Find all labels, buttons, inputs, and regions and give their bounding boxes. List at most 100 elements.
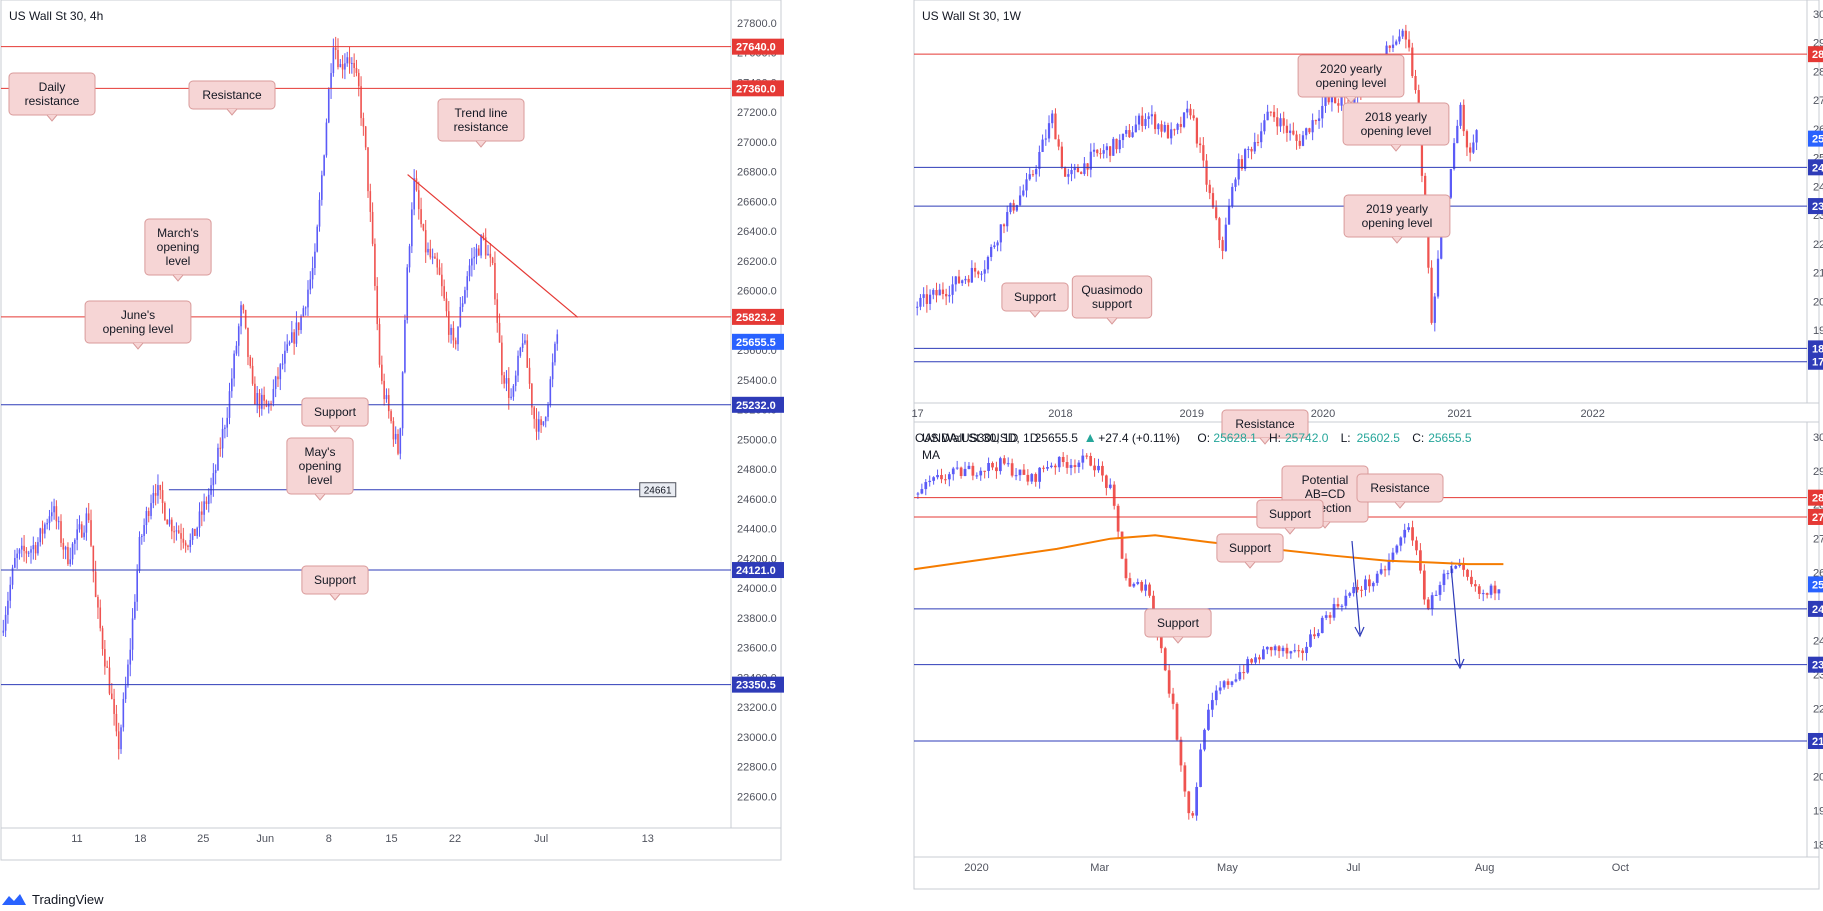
candle-body <box>143 525 145 536</box>
candle-body <box>475 248 478 257</box>
candle-body <box>1077 462 1081 468</box>
annotation-text: opening level <box>1362 216 1433 230</box>
candle-body <box>1466 569 1469 577</box>
annotation-text: resistance <box>25 94 80 108</box>
candle-body <box>1092 149 1096 152</box>
candle-body <box>489 253 492 258</box>
candle-body <box>461 303 464 307</box>
candle-body <box>362 118 365 127</box>
candle-body <box>1266 111 1269 121</box>
candle-body <box>1285 125 1289 133</box>
candle-body <box>438 267 441 275</box>
y-tick-label: 20000.0 <box>1813 296 1823 308</box>
candle-body <box>1330 96 1334 103</box>
candle-body <box>1116 505 1120 532</box>
level-tag-label: 23313.0 <box>1812 201 1823 213</box>
candle-body <box>411 209 413 247</box>
candle-body <box>1379 569 1383 574</box>
y-tick-label: 23800.0 <box>737 613 777 625</box>
candle-body <box>1128 578 1132 587</box>
candle-body <box>1163 124 1166 132</box>
candle-body <box>293 332 295 344</box>
candle-body <box>314 251 316 268</box>
candle-body <box>1260 131 1263 143</box>
candle-body <box>1038 151 1041 169</box>
candles <box>916 449 1501 821</box>
candle-body <box>316 226 319 252</box>
candle-body <box>25 551 28 554</box>
annotation-text: Support <box>1157 616 1200 630</box>
candle-body <box>168 519 171 525</box>
candle-body <box>272 388 275 404</box>
candle-body <box>399 428 402 454</box>
candle-body <box>434 256 436 259</box>
candle-body <box>1254 657 1257 663</box>
candle-body <box>482 235 485 238</box>
candle-body <box>1050 465 1053 468</box>
level-tag-label: 18364.8 <box>1812 343 1823 355</box>
candle-body <box>34 545 37 554</box>
candle-body <box>1136 581 1140 584</box>
candle-body <box>16 553 18 559</box>
annotation-pointer <box>1029 310 1041 318</box>
candle-body <box>1462 104 1465 132</box>
candle-body <box>4 614 7 631</box>
last-price-tag-label: 25658.0 <box>1812 134 1823 146</box>
candle-body <box>1006 463 1010 465</box>
annotation-label: Resistance <box>1221 409 1309 445</box>
candle-body <box>512 385 515 397</box>
candle-body <box>122 698 125 728</box>
candle-body <box>1442 573 1446 586</box>
candle-body <box>74 539 76 544</box>
annotation-pointer <box>1259 437 1271 445</box>
candle-body <box>1022 469 1026 475</box>
candle-body <box>1121 133 1125 141</box>
candle-body <box>265 400 268 407</box>
candle-body <box>41 528 44 534</box>
candle-body <box>318 199 321 227</box>
trend-line <box>407 174 579 318</box>
candle-body <box>445 298 448 312</box>
segment-tag-bg <box>639 482 677 498</box>
candle-body <box>274 376 277 389</box>
candle-body <box>364 126 367 148</box>
candle-body <box>369 191 372 212</box>
x-tick-label: 8 <box>326 833 332 845</box>
candle-body <box>1344 595 1348 606</box>
candle-body <box>332 47 335 74</box>
x-tick-label: 25 <box>197 833 209 845</box>
annotation-text: Trend line <box>455 106 508 120</box>
candle-body <box>987 462 990 471</box>
annotation-pointer <box>475 140 487 148</box>
level-price-tag: 27640.0 <box>732 38 784 55</box>
candle-body <box>198 511 201 528</box>
y-tick-label: 24400.0 <box>737 524 777 536</box>
candle-body <box>1465 131 1469 148</box>
level-tag-label: 21045.0 <box>1812 736 1823 748</box>
candle-body <box>1395 41 1398 45</box>
candle-body <box>1250 148 1253 152</box>
candle-body <box>524 340 526 344</box>
x-tick-label: Oct <box>1612 862 1629 874</box>
candle-body <box>936 475 939 478</box>
candle-body <box>249 356 252 366</box>
candle-body <box>55 506 58 522</box>
candle-body <box>1314 120 1317 122</box>
candle-body <box>1414 76 1417 91</box>
candle-body <box>30 549 32 553</box>
y-tick-label: 24800.0 <box>737 464 777 476</box>
annotation-pointer <box>314 493 326 501</box>
annotation-pointer <box>329 593 341 601</box>
candle-body <box>1449 169 1452 198</box>
annotation-label: Support <box>1001 282 1069 318</box>
candle-body <box>136 570 138 602</box>
candle-body <box>1452 143 1456 170</box>
annotation-label: Support <box>1144 608 1212 644</box>
candle-body <box>1179 739 1183 766</box>
annotation-label: Support <box>301 397 369 433</box>
candle-body <box>1454 565 1458 569</box>
x-tick-label: 2019 <box>1179 408 1203 420</box>
candle-body <box>466 276 469 291</box>
